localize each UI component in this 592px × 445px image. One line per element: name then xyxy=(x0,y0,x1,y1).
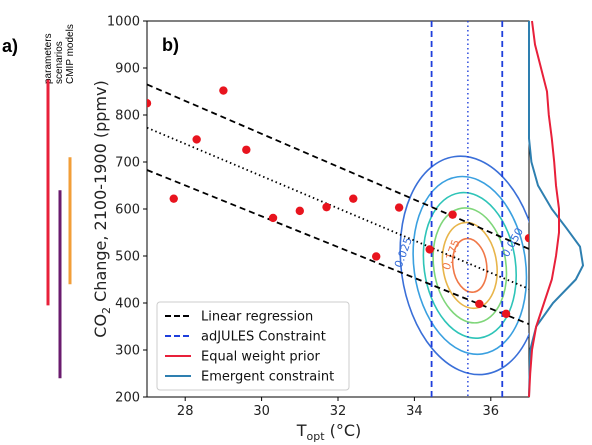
data-point-12 xyxy=(425,245,434,254)
data-point-13 xyxy=(448,210,457,219)
panel-a-col-label-2: scenarios xyxy=(54,41,65,84)
y-axis-label: CO2 Change, 2100-1900 (ppmv) xyxy=(91,80,113,337)
y-tick-label-400: 400 xyxy=(115,297,140,312)
legend-label-2: adJULES Constraint xyxy=(201,330,326,345)
x-tick-label-36: 36 xyxy=(483,404,500,419)
data-point-6 xyxy=(268,213,278,223)
marginal-distribution xyxy=(528,20,585,398)
contour-0.025 xyxy=(399,155,529,376)
regression-lower-line xyxy=(147,169,529,325)
contour-0.075 xyxy=(422,191,518,339)
panel-a: a) parameters scenarios CMIP models xyxy=(2,24,76,379)
contour-0.100 xyxy=(432,207,508,324)
y-tick-label-200: 200 xyxy=(115,391,140,406)
x-tick-label-30: 30 xyxy=(253,404,270,419)
y-axis-label-pre: CO xyxy=(91,314,110,338)
x-axis-label-sub: opt xyxy=(307,430,326,443)
x-axis-label-unit: (°C) xyxy=(325,421,362,440)
x-axis-label-main: T xyxy=(296,421,307,440)
panel-a-col-label-1: parameters xyxy=(43,33,54,84)
y-tick-label-800: 800 xyxy=(115,109,140,124)
contour-0.125 xyxy=(441,221,498,310)
data-point-4 xyxy=(219,86,228,95)
data-point-2 xyxy=(169,194,178,203)
data-point-8 xyxy=(322,202,331,212)
panel-a-label: a) xyxy=(2,36,18,56)
data-point-16 xyxy=(524,233,529,243)
data-point-7 xyxy=(295,206,304,216)
x-axis-label: Topt (°C) xyxy=(296,421,362,443)
x-tick-label-28: 28 xyxy=(177,404,194,419)
data-point-9 xyxy=(349,194,358,203)
panel-a-col-label-3: CMIP models xyxy=(65,24,76,84)
data-point-14 xyxy=(475,299,484,309)
legend-label-3: Equal weight prior xyxy=(201,350,321,365)
y-tick-label-1000: 1000 xyxy=(107,15,140,30)
regression-center-line xyxy=(147,126,529,290)
y-tick-label-300: 300 xyxy=(115,344,140,359)
marginal-prior-curve xyxy=(528,20,560,398)
panel-b-label: b) xyxy=(162,35,179,55)
y-axis-label-sub: 2 xyxy=(100,307,113,314)
data-point-1 xyxy=(147,99,152,108)
y-tick-label-600: 600 xyxy=(115,203,140,218)
panel-a-bars xyxy=(46,79,72,379)
y-tick-label-500: 500 xyxy=(115,250,140,265)
contour-0.175 xyxy=(451,237,488,294)
legend-box xyxy=(156,301,350,391)
x-tick-label-32: 32 xyxy=(330,404,347,419)
legend: Linear regression adJULES Constraint Equal… xyxy=(156,301,350,391)
y-tick-label-900: 900 xyxy=(115,62,140,77)
axis-ticks: 28 30 32 34 36 200 300 400 500 600 700 800 900 1000 xyxy=(107,15,499,420)
data-point-10 xyxy=(372,252,381,261)
marginal-emergent-curve xyxy=(528,21,585,398)
data-point-3 xyxy=(192,135,201,144)
y-tick-label-700: 700 xyxy=(115,156,140,171)
data-point-15 xyxy=(501,309,511,319)
data-point-5 xyxy=(242,145,251,154)
legend-label-1: Linear regression xyxy=(201,310,313,325)
contour-0.050 xyxy=(412,175,528,356)
x-tick-label-34: 34 xyxy=(406,404,423,419)
y-axis-label-post: Change, 2100-1900 (ppmv) xyxy=(91,80,110,307)
data-point-11 xyxy=(394,203,404,212)
legend-label-4: Emergent constraint xyxy=(201,370,334,385)
